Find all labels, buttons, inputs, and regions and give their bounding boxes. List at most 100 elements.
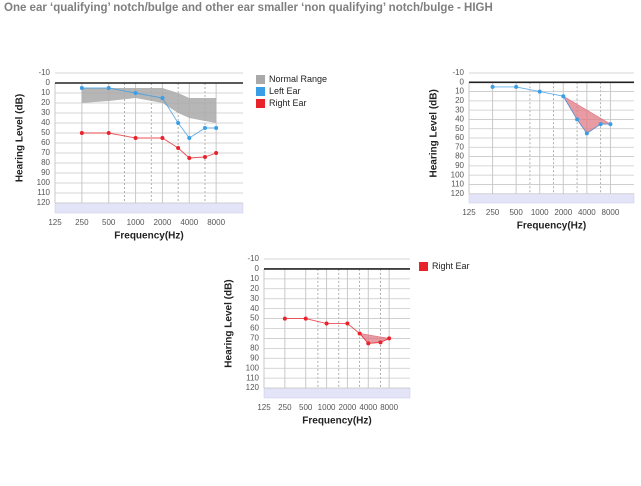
- data-point: [561, 94, 566, 99]
- y-tick-label: 40: [250, 304, 259, 313]
- x-tick-label: 250: [278, 403, 292, 412]
- y-tick-label: 90: [455, 161, 464, 170]
- data-point: [187, 156, 192, 160]
- y-tick-label: 70: [455, 142, 464, 151]
- series-line: [284, 318, 390, 344]
- shaded-band: [263, 387, 411, 399]
- y-tick-label: 110: [246, 373, 259, 382]
- y-tick-label: 80: [41, 158, 50, 167]
- y-tick-label: 40: [455, 115, 464, 124]
- legend-label: Right Ear: [432, 261, 470, 271]
- data-point: [133, 136, 138, 140]
- data-point: [575, 117, 580, 122]
- y-axis-label: Hearing Level (dB): [15, 94, 26, 182]
- shaded-band: [468, 193, 635, 204]
- x-tick-label: 1000: [318, 403, 336, 412]
- data-point: [357, 331, 362, 336]
- data-point: [160, 136, 165, 140]
- y-tick-label: 90: [41, 168, 50, 177]
- x-tick-label: 500: [509, 208, 523, 217]
- y-tick-label: 70: [41, 148, 50, 157]
- data-point: [187, 136, 192, 140]
- data-point: [79, 86, 84, 90]
- x-tick-label: 125: [257, 403, 271, 412]
- y-tick-label: 110: [37, 188, 50, 197]
- data-point: [79, 131, 84, 135]
- legend-swatch: [256, 75, 265, 84]
- x-tick-label: 1000: [127, 218, 145, 227]
- y-tick-label: 30: [41, 108, 50, 117]
- page-title: One ear ‘qualifying’ notch/bulge and oth…: [4, 2, 493, 14]
- data-point: [378, 340, 383, 345]
- data-point: [176, 146, 181, 150]
- data-point: [176, 121, 181, 125]
- y-axis-label: Hearing Level (dB): [224, 279, 235, 367]
- y-tick-label: 10: [455, 87, 464, 96]
- data-point: [608, 122, 613, 127]
- y-tick-label: 100: [246, 363, 260, 372]
- data-point: [160, 96, 165, 100]
- x-tick-label: 4000: [578, 208, 596, 217]
- x-tick-label: 125: [462, 208, 476, 217]
- y-tick-label: 60: [41, 138, 50, 147]
- data-point: [324, 321, 329, 326]
- x-axis-label: Frequency(Hz): [517, 221, 586, 232]
- data-point: [366, 341, 371, 346]
- data-point: [214, 151, 219, 155]
- y-tick-label: 120: [451, 189, 465, 198]
- x-tick-label: 500: [299, 403, 313, 412]
- x-tick-label: 2000: [339, 403, 357, 412]
- x-tick-label: 2000: [154, 218, 172, 227]
- y-tick-label: 10: [250, 274, 259, 283]
- x-tick-label: 125: [48, 218, 62, 227]
- data-point: [514, 84, 519, 89]
- y-tick-label: 90: [250, 353, 259, 362]
- x-tick-label: 4000: [180, 218, 198, 227]
- x-tick-label: 8000: [602, 208, 620, 217]
- y-tick-label: -10: [247, 254, 259, 263]
- y-tick-label: 30: [455, 105, 464, 114]
- y-tick-label: 80: [455, 152, 464, 161]
- data-point: [202, 155, 207, 159]
- y-tick-label: 50: [250, 314, 259, 323]
- y-tick-label: 50: [455, 124, 464, 133]
- y-tick-label: 60: [455, 133, 464, 142]
- y-tick-label: 60: [250, 324, 259, 333]
- y-tick-label: 20: [250, 284, 259, 293]
- data-point: [202, 126, 207, 130]
- x-tick-label: 8000: [207, 218, 225, 227]
- y-tick-label: 50: [41, 128, 50, 137]
- x-tick-label: 1000: [531, 208, 549, 217]
- data-point: [282, 316, 287, 321]
- x-axis-label: Frequency(Hz): [114, 231, 183, 242]
- y-tick-label: 70: [250, 334, 259, 343]
- legend-swatch: [256, 99, 265, 108]
- y-tick-label: 30: [250, 294, 259, 303]
- y-tick-label: 120: [246, 383, 260, 392]
- data-point: [303, 316, 308, 321]
- y-tick-label: -10: [38, 68, 50, 77]
- x-tick-label: 250: [75, 218, 89, 227]
- y-tick-label: 100: [451, 170, 465, 179]
- legend-label: Right Ear: [269, 98, 307, 108]
- y-tick-label: 110: [451, 180, 464, 189]
- data-point: [490, 84, 495, 89]
- series-line: [492, 86, 611, 134]
- data-point: [106, 86, 111, 90]
- legend-label: Left Ear: [269, 86, 301, 96]
- y-tick-label: 100: [37, 178, 51, 187]
- y-tick-label: 0: [46, 78, 51, 87]
- legend-label: Normal Range: [269, 74, 327, 84]
- data-point: [214, 126, 219, 130]
- y-tick-label: -10: [452, 68, 464, 77]
- data-point: [133, 91, 138, 95]
- series-line: [81, 132, 217, 159]
- data-point: [387, 336, 392, 341]
- data-point: [106, 131, 111, 135]
- y-axis-label: Hearing Level (dB): [429, 89, 440, 177]
- y-tick-label: 80: [250, 343, 259, 352]
- y-tick-label: 10: [41, 88, 50, 97]
- legend-swatch: [419, 262, 428, 271]
